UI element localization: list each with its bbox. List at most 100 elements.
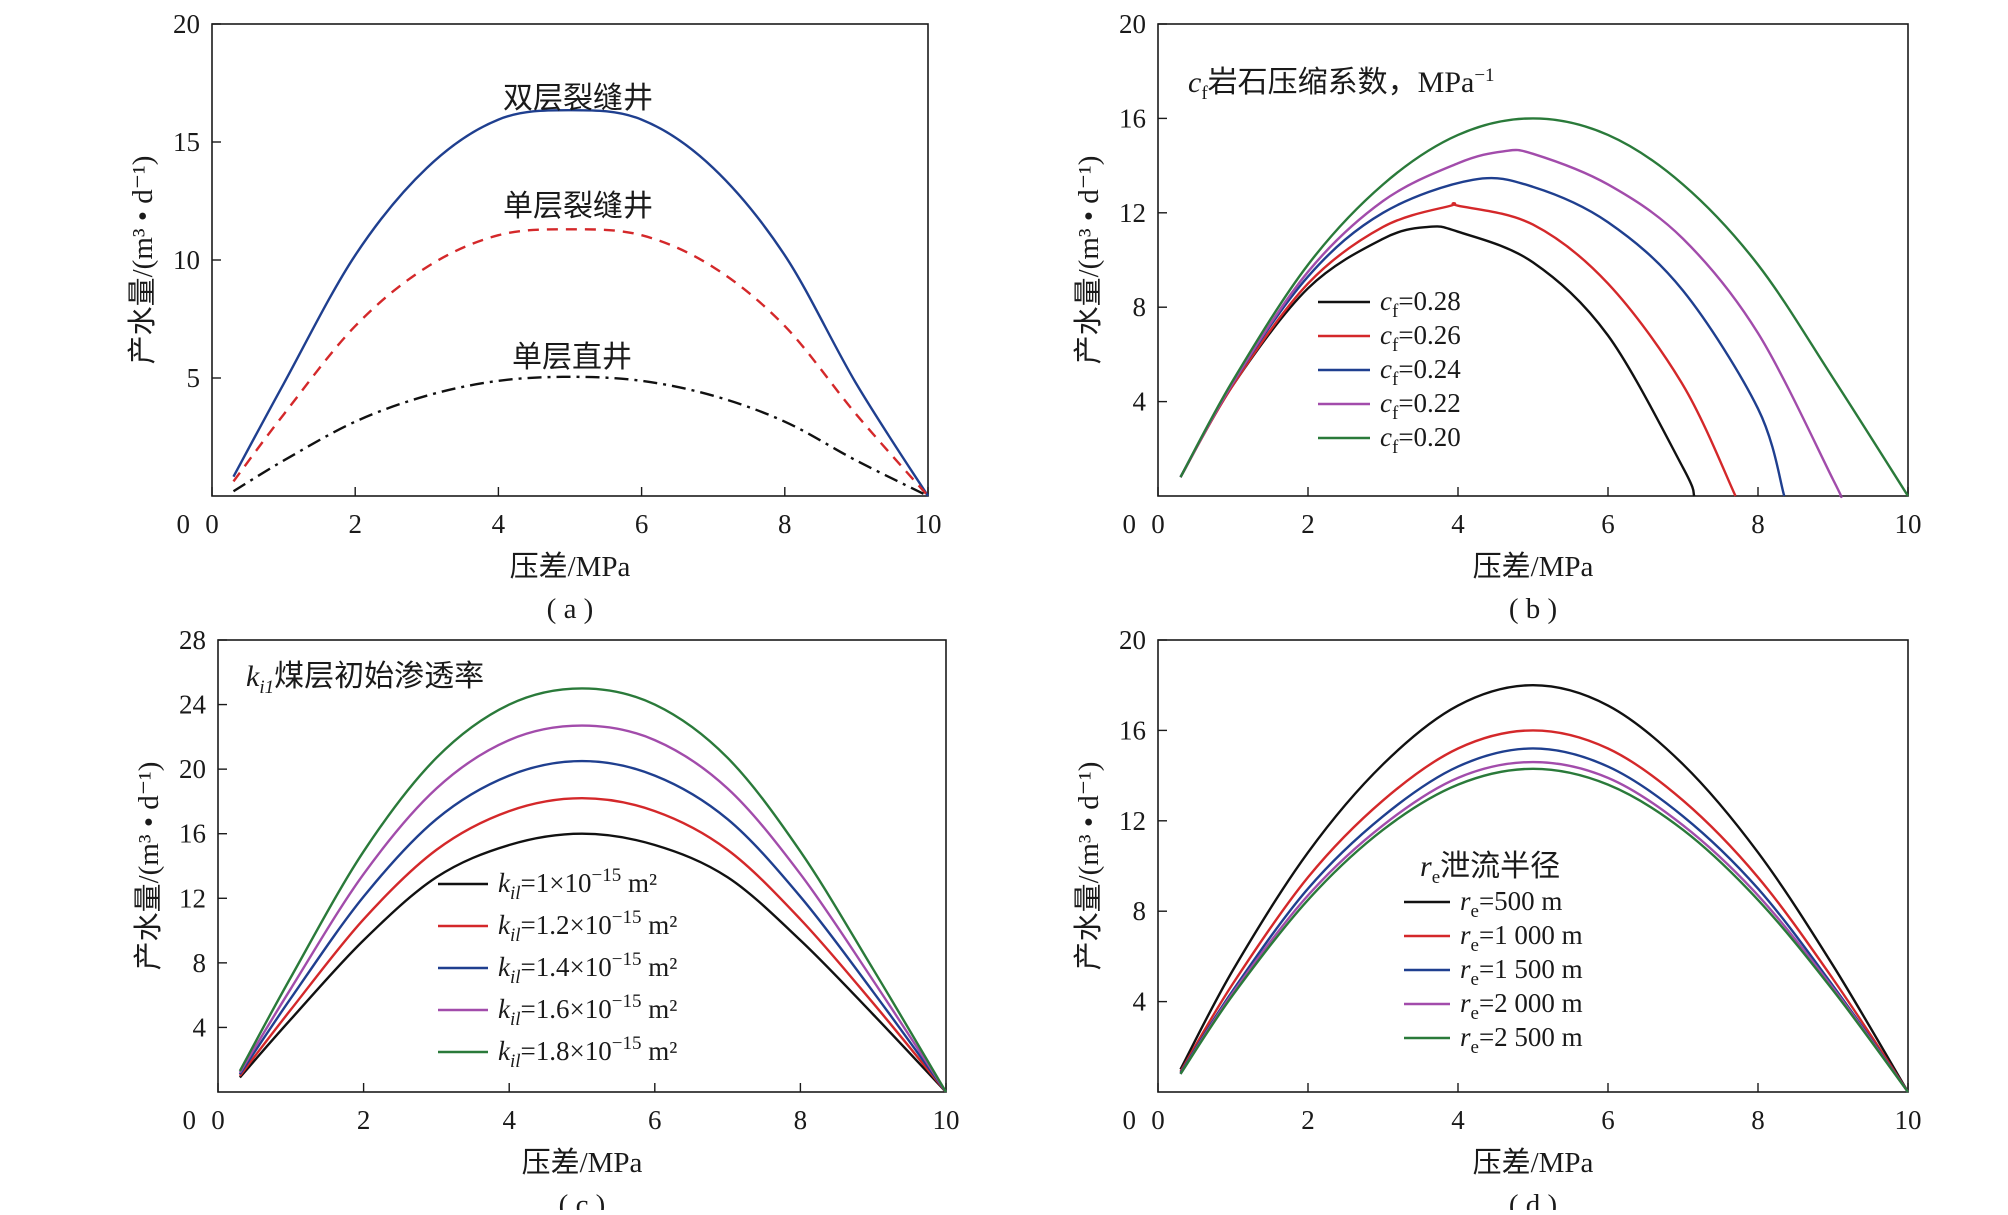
y-axis-title: 产水量/(m³ • d⁻¹) — [1072, 156, 1105, 365]
legend-entry-3: kil=1.4×10−15 m² — [498, 949, 677, 988]
x-tick-label: 4 — [492, 509, 506, 539]
y-tick-label: 15 — [173, 127, 200, 157]
y-tick-label: 20 — [1119, 9, 1146, 39]
y-tick-label: 8 — [193, 948, 207, 978]
y-tick-label: 16 — [179, 819, 206, 849]
y-tick-label: 12 — [179, 883, 206, 913]
series-line-2 — [1179, 202, 1737, 497]
y-tick-label: 12 — [1119, 806, 1146, 836]
series-line-5 — [238, 687, 948, 1093]
panel-label: ( d ) — [1509, 1189, 1557, 1210]
x-tick-label: 0 — [211, 1105, 225, 1135]
y-tick-label: 20 — [179, 754, 206, 784]
legend: re=500 mre=1 000 mre=1 500 mre=2 000 mre… — [1404, 886, 1583, 1058]
series-line-3 — [1179, 176, 1786, 497]
series-line-2 — [238, 796, 947, 1093]
y-tick-label: 16 — [1119, 715, 1146, 745]
x-tick-label: 6 — [648, 1105, 662, 1135]
x-tick-label: 4 — [502, 1105, 516, 1135]
legend-entry-5: kil=1.8×10−15 m² — [498, 1033, 677, 1072]
series-line-1 — [232, 108, 930, 497]
chart-annotation: ki1煤层初始渗透率 — [246, 660, 484, 698]
legend-entry-1: cf=0.28 — [1380, 286, 1461, 322]
y-axis-title: 产水量/(m³ • d⁻¹) — [1072, 762, 1105, 971]
legend-entry-4: re=2 000 m — [1460, 988, 1583, 1024]
chart-panel-d: 0 2 4 6 8 10 4 8 12 16 20 0 压差/MPa 产水量/(m³ • d⁻¹) ( d … — [1072, 625, 1922, 1215]
series-line-4 — [238, 724, 948, 1093]
legend-entry-2: kil=1.2×10−15 m² — [498, 907, 677, 946]
plot-frame — [1157, 23, 1909, 497]
y-tick-label: 8 — [1133, 292, 1147, 322]
chart-panel-a: 0 2 4 6 8 10 5 10 15 20 0 压差/MPa 产水量/(m³ • d⁻¹) ( a )… — [126, 9, 942, 625]
series-line-3 — [1179, 747, 1909, 1093]
x-tick-label: 6 — [1601, 509, 1615, 539]
x-tick-label: 2 — [1301, 509, 1315, 539]
x-axis-title: 压差/MPa — [1473, 1146, 1594, 1179]
legend-entry-3: re=1 500 m — [1460, 954, 1583, 990]
x-axis-title: 压差/MPa — [522, 1146, 643, 1179]
x-axis-title: 压差/MPa — [1473, 550, 1594, 583]
panel-label: ( b ) — [1509, 593, 1557, 625]
plot-frame — [217, 639, 947, 1093]
legend-entry-5: cf=0.20 — [1380, 422, 1461, 458]
y-zero-label: 0 — [1123, 1105, 1137, 1135]
x-tick-label: 10 — [933, 1105, 960, 1135]
x-tick-label: 10 — [1895, 509, 1922, 539]
x-tick-label: 0 — [1151, 1105, 1165, 1135]
y-tick-label: 28 — [179, 625, 206, 655]
x-tick-label: 6 — [635, 509, 649, 539]
series-line-1 — [1179, 683, 1910, 1093]
x-tick-label: 2 — [1301, 1105, 1315, 1135]
y-tick-label: 20 — [173, 9, 200, 39]
y-zero-label: 0 — [1123, 509, 1137, 539]
y-tick-label: 4 — [1133, 387, 1147, 417]
x-tick-label: 8 — [778, 509, 792, 539]
chart-annotation: re泄流半径 — [1420, 850, 1560, 888]
legend-entry-4: cf=0.22 — [1380, 388, 1461, 424]
panel-label: ( c ) — [559, 1189, 606, 1210]
x-tick-label: 2 — [348, 509, 362, 539]
x-axis-title: 压差/MPa — [510, 550, 631, 583]
series-line-2 — [232, 228, 929, 497]
y-tick-label: 8 — [1133, 896, 1147, 926]
y-tick-label: 4 — [193, 1012, 207, 1042]
y-tick-label: 12 — [1119, 198, 1146, 228]
series-annotation-2: 单层裂缝井 — [503, 190, 653, 223]
series-line-4 — [1179, 760, 1909, 1093]
y-tick-label: 16 — [1119, 103, 1146, 133]
y-axis-title: 产水量/(m³ • d⁻¹) — [132, 762, 165, 971]
x-tick-label: 8 — [1751, 1105, 1765, 1135]
y-tick-label: 24 — [179, 690, 207, 720]
series-line-3 — [232, 375, 929, 498]
legend-entry-3: cf=0.24 — [1380, 354, 1461, 390]
y-zero-label: 0 — [177, 509, 191, 539]
chart-annotation: cf岩石压缩系数，MPa−1 — [1188, 65, 1495, 104]
legend-entry-4: kil=1.6×10−15 m² — [498, 991, 677, 1030]
legend-entry-1: re=500 m — [1460, 886, 1562, 922]
x-tick-label: 2 — [357, 1105, 371, 1135]
x-tick-label: 6 — [1601, 1105, 1615, 1135]
x-tick-label: 0 — [205, 509, 219, 539]
x-tick-label: 10 — [1895, 1105, 1922, 1135]
x-tick-label: 10 — [915, 509, 942, 539]
x-tick-label: 4 — [1451, 1105, 1465, 1135]
series-line-2 — [1179, 729, 1909, 1093]
series-line-5 — [1179, 117, 1910, 497]
legend-entry-2: re=1 000 m — [1460, 920, 1583, 956]
panel-label: ( a ) — [547, 593, 594, 625]
series-line-4 — [1179, 148, 1843, 499]
series-annotation-3: 单层直井 — [512, 341, 632, 374]
series-line-5 — [1179, 767, 1909, 1093]
y-axis-title: 产水量/(m³ • d⁻¹) — [126, 156, 159, 365]
plot-frame — [1157, 639, 1909, 1093]
x-tick-label: 0 — [1151, 509, 1165, 539]
series-line-3 — [238, 759, 947, 1093]
x-tick-label: 4 — [1451, 509, 1465, 539]
y-tick-label: 5 — [187, 363, 201, 393]
x-tick-label: 8 — [794, 1105, 808, 1135]
